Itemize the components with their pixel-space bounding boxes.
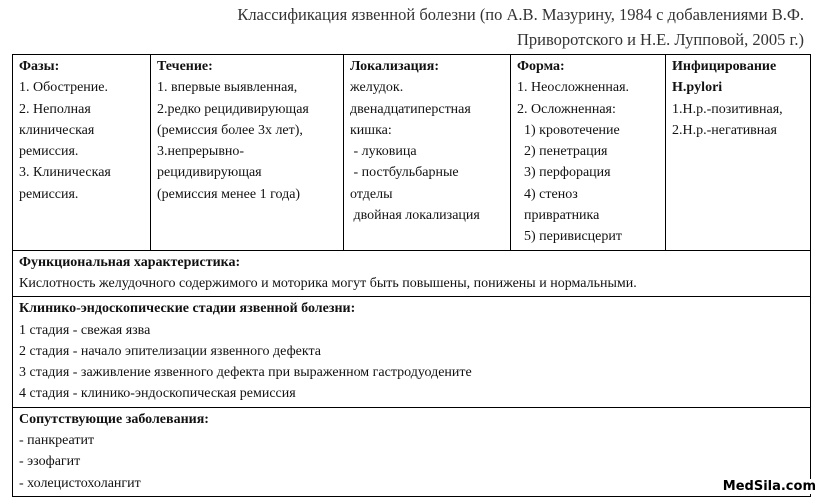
section-heading: Клинико-эндоскопические стадии язвенной … bbox=[19, 301, 356, 317]
cell-line: ремиссия. bbox=[19, 144, 79, 160]
cell-line: - луковица bbox=[350, 144, 417, 160]
cell-line: 3.непрерывно- bbox=[157, 144, 245, 160]
title: Классификация язвенной болезни (по А.В. … bbox=[104, 2, 804, 52]
section-cell: Сопутствующие заболевания: - панкреатит - … bbox=[12, 406, 811, 497]
title-line: Приворотского и Н.Е. Лупповой, 2005 г.) bbox=[516, 30, 804, 49]
section-line: 2 стадия - начало эпителизации язвенного… bbox=[19, 343, 321, 359]
cell-line: 2.редко рецидивирующая bbox=[157, 101, 309, 117]
cell-line: 1.Н.р.-позитивная, bbox=[672, 101, 783, 117]
section-line: Кислотность желудочного содержимого и мо… bbox=[19, 275, 637, 291]
section-row: Функциональная характеристика: Кислотност… bbox=[12, 249, 811, 298]
section-line: 1 стадия - свежая язва bbox=[19, 322, 151, 338]
cell-line: 1. Обострение. bbox=[19, 80, 108, 96]
column-heading: Течение: bbox=[157, 59, 213, 74]
cell-line: двойная локализация bbox=[350, 208, 480, 224]
header-row: Фазы: 1. Обострение. 2. Неполная клиническа… bbox=[12, 54, 811, 251]
section-heading: Функциональная характеристика: bbox=[19, 254, 241, 270]
column-cell: Течение: 1. впервые выявленная, 2.редко ре… bbox=[150, 54, 344, 251]
section-cell: Клинико-эндоскопические стадии язвенной … bbox=[12, 296, 811, 408]
cell-line: отделы bbox=[350, 186, 393, 202]
column-cell: Фазы: 1. Обострение. 2. Неполная клиническа… bbox=[12, 54, 151, 251]
column-heading: Фазы: bbox=[19, 59, 60, 74]
watermark: MedSila.com bbox=[720, 479, 818, 494]
cell-line: 2) пенетрация bbox=[517, 144, 608, 160]
cell-line: - постбульбарные bbox=[350, 165, 459, 181]
section-line: - эзофагит bbox=[19, 454, 81, 470]
cell-line: ремиссия. bbox=[19, 186, 79, 202]
column-heading: Форма: bbox=[517, 59, 565, 74]
section-line: 3 стадия - заживление язвенного дефекта … bbox=[19, 365, 472, 381]
section-line: - панкреатит bbox=[19, 433, 95, 449]
title-line: Классификация язвенной болезни (по А.В. … bbox=[237, 5, 804, 24]
cell-line: 1. Неосложненная. bbox=[517, 80, 630, 96]
section-cell: Функциональная характеристика: Кислотност… bbox=[12, 249, 811, 298]
cell-line: клиническая bbox=[19, 122, 95, 138]
classification-table: Фазы: 1. Обострение. 2. Неполная клиническа… bbox=[12, 54, 811, 497]
cell-line: привратника bbox=[517, 208, 600, 224]
cell-line: 1. впервые выявленная, bbox=[157, 80, 298, 96]
cell-line: кишка: bbox=[350, 122, 392, 138]
section-heading: Сопутствующие заболевания: bbox=[19, 411, 209, 427]
section-row: Сопутствующие заболевания: - панкреатит - … bbox=[12, 406, 811, 497]
column-heading: Инфицирование H.pylori bbox=[672, 59, 777, 96]
column-cell: Локализация: желудок. двенадцатиперстная ки… bbox=[343, 54, 511, 251]
cell-line: 2. Неполная bbox=[19, 101, 91, 117]
cell-line: 3) перфорация bbox=[517, 165, 611, 181]
cell-line: 2. Осложненная: bbox=[517, 101, 616, 117]
section-line: - холецистохолангит bbox=[19, 475, 141, 491]
cell-line: 5) перивисцерит bbox=[517, 229, 622, 245]
cell-line: (ремиссия менее 1 года) bbox=[157, 186, 301, 202]
cell-line: 4) стеноз bbox=[517, 186, 578, 202]
column-heading: Локализация: bbox=[350, 59, 439, 74]
cell-line: 1) кровотечение bbox=[517, 122, 620, 138]
column-cell: Инфицирование H.pylori 1.Н.р.-позитивная,… bbox=[665, 54, 811, 251]
cell-line: (ремиссия более 3х лет), bbox=[157, 122, 303, 138]
cell-line: рецидивирующая bbox=[157, 165, 262, 181]
cell-line: желудок. bbox=[350, 80, 404, 96]
section-line: 4 стадия - клинико-эндоскопическая ремис… bbox=[19, 386, 296, 402]
cell-line: двенадцатиперстная bbox=[350, 101, 471, 117]
cell-line: 3. Клиническая bbox=[19, 165, 111, 181]
column-cell: Форма: 1. Неосложненная. 2. Осложненная: 1… bbox=[510, 54, 666, 251]
section-row: Клинико-эндоскопические стадии язвенной … bbox=[12, 296, 811, 408]
cell-line: 2.Н.р.-негативная bbox=[672, 122, 777, 138]
